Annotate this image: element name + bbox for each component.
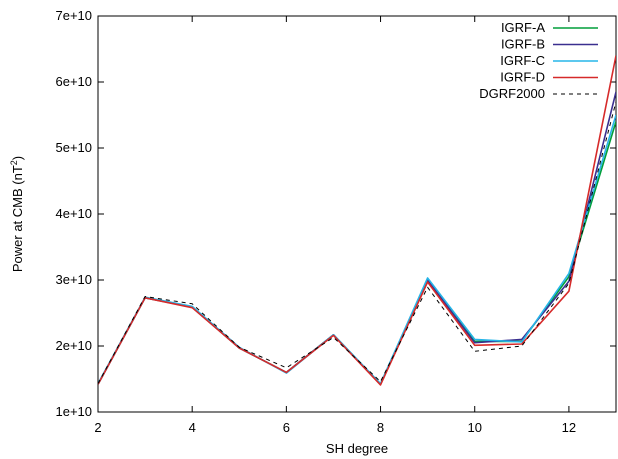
- series-line-igrf-a: [98, 121, 616, 386]
- y-axis-label-superscript: 2: [9, 160, 19, 165]
- y-axis-label-main: Power at CMB (nT: [10, 165, 25, 272]
- x-tick-label: 6: [283, 420, 290, 435]
- y-tick-label: 5e+10: [55, 140, 92, 155]
- y-axis-label: Power at CMB (nT2): [9, 156, 25, 272]
- series-line-igrf-c: [98, 114, 616, 385]
- legend-label: DGRF2000: [479, 86, 545, 101]
- y-tick-label: 6e+10: [55, 74, 92, 89]
- y-tick-label: 1e+10: [55, 404, 92, 419]
- y-tick-label: 2e+10: [55, 338, 92, 353]
- y-tick-label: 7e+10: [55, 8, 92, 23]
- y-axis-label-close: ): [10, 156, 25, 160]
- x-axis-label: SH degree: [326, 441, 388, 456]
- x-tick-label: 8: [377, 420, 384, 435]
- x-tick-label: 12: [562, 420, 576, 435]
- legend-label: IGRF-A: [501, 20, 545, 35]
- series-line-igrf-d: [98, 55, 616, 386]
- y-tick-label: 3e+10: [55, 272, 92, 287]
- legend-label: IGRF-B: [501, 37, 545, 52]
- series-line-dgrf2000: [98, 101, 616, 384]
- series-line-igrf-b: [98, 91, 616, 386]
- series-lines: [98, 55, 616, 386]
- y-tick-label: 4e+10: [55, 206, 92, 221]
- x-tick-label: 10: [467, 420, 481, 435]
- y-axis: 1e+10 2e+10 3e+10 4e+10 5e+10 6e+10 7e+10: [55, 8, 616, 419]
- x-tick-label: 4: [189, 420, 196, 435]
- x-tick-label: 2: [94, 420, 101, 435]
- x-axis: 2 4 6 8 10 12: [94, 16, 576, 435]
- legend-label: IGRF-C: [500, 53, 545, 68]
- legend-label: IGRF-D: [500, 70, 545, 85]
